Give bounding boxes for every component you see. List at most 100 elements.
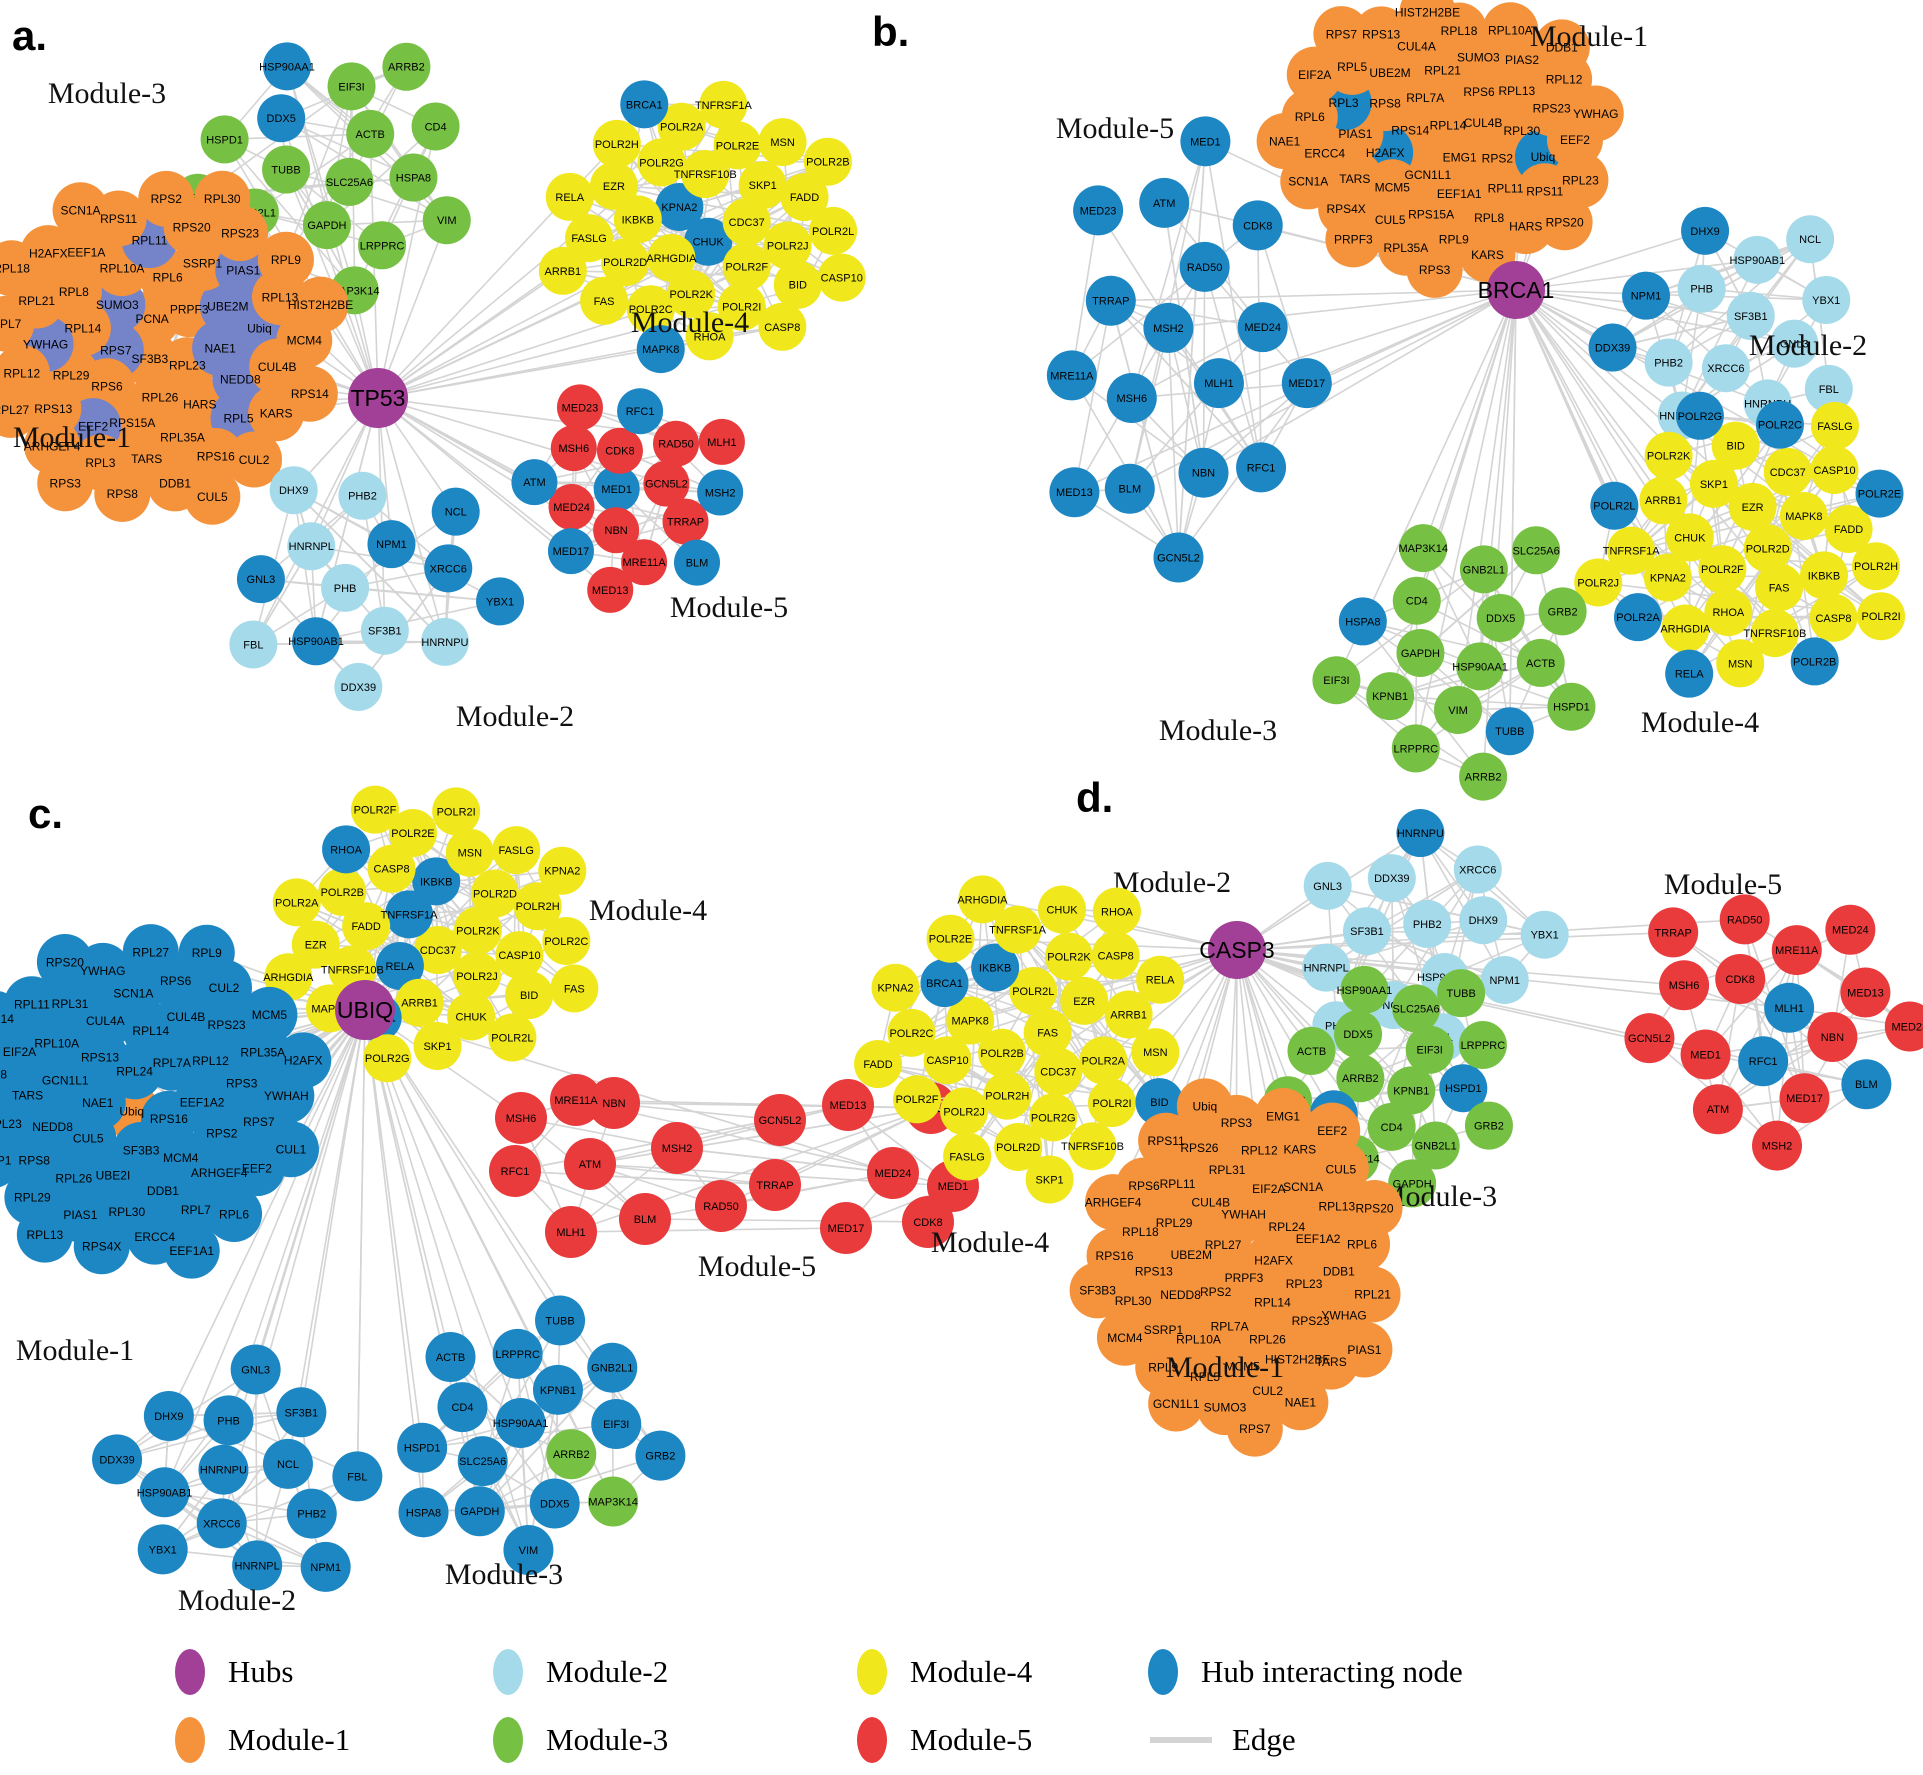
gene-node-RFC1[interactable] — [617, 388, 664, 435]
gene-node-ATM[interactable] — [511, 459, 558, 506]
gene-node-PHB[interactable] — [321, 563, 370, 612]
gene-node-HSPD1[interactable] — [397, 1422, 448, 1473]
gene-node-SF3B1[interactable] — [1726, 291, 1775, 340]
gene-node-POLR2J[interactable] — [763, 221, 812, 270]
gene-node-MED13[interactable] — [822, 1079, 874, 1131]
gene-node-ARHGDIA[interactable] — [1661, 604, 1710, 653]
gene-node-RPS20[interactable] — [1536, 194, 1593, 251]
gene-node-MED13[interactable] — [1049, 467, 1100, 518]
gene-node-POLR2F[interactable] — [1698, 545, 1747, 594]
gene-node-YBX1[interactable] — [1802, 275, 1851, 324]
gene-node-CASP8[interactable] — [1091, 931, 1140, 980]
gene-node-KPNB1[interactable] — [1387, 1066, 1436, 1115]
gene-node-KPNA2[interactable] — [655, 182, 704, 231]
gene-node-MED13[interactable] — [587, 566, 634, 613]
gene-node-FBL[interactable] — [229, 620, 278, 669]
gene-node-EIF3I[interactable] — [327, 62, 376, 111]
gene-node-MCM5[interactable] — [241, 986, 298, 1043]
gene-node-YBX1[interactable] — [137, 1524, 188, 1575]
gene-node-MED17[interactable] — [820, 1202, 872, 1254]
gene-node-POLR2I[interactable] — [432, 787, 481, 836]
gene-node-CD4[interactable] — [437, 1382, 488, 1433]
gene-node-DHX9[interactable] — [269, 466, 318, 515]
gene-node-CDK8[interactable] — [1715, 953, 1766, 1004]
gene-node-ACTB[interactable] — [346, 109, 395, 158]
gene-node-FAS[interactable] — [580, 276, 629, 325]
gene-node-RPL9[interactable] — [178, 924, 235, 981]
gene-node-HSPA8[interactable] — [398, 1487, 449, 1538]
gene-node-HIST2H2BE[interactable] — [1399, 0, 1456, 40]
gene-node-HSP90AA1[interactable] — [263, 42, 312, 91]
gene-node-FADD[interactable] — [854, 1040, 903, 1089]
gene-node-HNRNPU[interactable] — [1396, 809, 1445, 858]
gene-node-SLC25A6[interactable] — [457, 1436, 508, 1487]
gene-node-MED24[interactable] — [1237, 302, 1288, 353]
gene-node-FADD[interactable] — [780, 173, 829, 222]
gene-node-RPL9[interactable] — [257, 231, 314, 288]
gene-node-HSPA8[interactable] — [1338, 597, 1387, 646]
gene-node-MSH6[interactable] — [550, 425, 597, 472]
gene-node-FBL[interactable] — [1804, 364, 1853, 413]
gene-node-RPL27[interactable] — [122, 924, 179, 981]
gene-node-CD4[interactable] — [1367, 1102, 1416, 1151]
gene-node-MSN[interactable] — [1131, 1028, 1180, 1077]
gene-node-CHUK[interactable] — [1038, 885, 1087, 934]
gene-node-BRCA1[interactable] — [920, 959, 969, 1008]
gene-node-ARRB2[interactable] — [546, 1429, 597, 1480]
gene-node-GAPDH[interactable] — [1388, 1159, 1437, 1208]
gene-node-GNL3[interactable] — [1303, 861, 1352, 910]
gene-node-CASP8[interactable] — [367, 844, 416, 893]
gene-node-FASLG[interactable] — [1810, 401, 1859, 450]
gene-node-CHUK[interactable] — [447, 992, 496, 1041]
gene-node-ARRB1[interactable] — [395, 978, 444, 1027]
gene-node-MED23[interactable] — [1884, 1001, 1923, 1052]
gene-node-MCM4[interactable] — [1096, 1309, 1153, 1366]
gene-node-TRRAP[interactable] — [662, 498, 709, 545]
gene-node-MED17[interactable] — [1281, 358, 1332, 409]
gene-node-SF3B1[interactable] — [276, 1387, 327, 1438]
gene-node-EIF3I[interactable] — [1405, 1025, 1454, 1074]
gene-node-POLR2F[interactable] — [893, 1075, 942, 1124]
gene-node-RPS14[interactable] — [0, 991, 23, 1047]
gene-node-RHOA[interactable] — [1704, 588, 1753, 637]
gene-node-H2AFX[interactable] — [275, 1032, 332, 1089]
gene-node-ARRB2[interactable] — [1336, 1054, 1385, 1103]
gene-node-POLR2K[interactable] — [667, 269, 716, 318]
gene-node-ACTB[interactable] — [425, 1331, 476, 1382]
gene-node-VIM[interactable] — [503, 1524, 554, 1575]
gene-node-POLR2H[interactable] — [983, 1071, 1032, 1120]
gene-node-TUBB[interactable] — [535, 1295, 586, 1346]
gene-node-SSRP1[interactable] — [0, 1132, 20, 1188]
gene-node-DDX5[interactable] — [257, 94, 306, 143]
gene-node-MRE11A[interactable] — [1771, 925, 1822, 976]
gene-node-ATM[interactable] — [1692, 1084, 1743, 1135]
gene-node-RPL10A[interactable] — [1482, 2, 1539, 59]
gene-node-CASP10[interactable] — [1810, 445, 1859, 494]
gene-node-RPS7[interactable] — [1226, 1400, 1283, 1457]
gene-node-FASLG[interactable] — [492, 826, 541, 875]
gene-node-HSP90AA1[interactable] — [1456, 642, 1505, 691]
gene-node-RELA[interactable] — [545, 172, 594, 221]
gene-node-KPNA2[interactable] — [538, 846, 587, 895]
gene-node-EZR[interactable] — [589, 161, 638, 210]
gene-node-EMG1[interactable] — [1255, 1087, 1312, 1144]
gene-node-PHB2[interactable] — [1644, 338, 1693, 387]
gene-node-YWHAG[interactable] — [1567, 85, 1624, 142]
gene-node-POLR2J[interactable] — [940, 1087, 989, 1136]
gene-node-LRPPRC[interactable] — [358, 221, 407, 270]
gene-node-DHX9[interactable] — [1459, 896, 1508, 945]
gene-node-GRB2[interactable] — [1538, 587, 1587, 636]
gene-node-ARRB1[interactable] — [1639, 476, 1688, 525]
gene-node-POLR2F[interactable] — [350, 785, 399, 834]
gene-node-RPS13[interactable] — [1353, 6, 1410, 63]
gene-node-MSN[interactable] — [1716, 639, 1765, 688]
gene-node-RPS4X[interactable] — [73, 1218, 130, 1275]
gene-node-GNL3[interactable] — [236, 555, 285, 604]
gene-node-MAP3K14[interactable] — [1399, 524, 1448, 573]
gene-node-KPNA2[interactable] — [871, 963, 920, 1012]
gene-node-LRPPRC[interactable] — [1458, 1020, 1507, 1069]
gene-node-MSH6[interactable] — [495, 1092, 547, 1144]
gene-node-POLR2G[interactable] — [363, 1034, 412, 1083]
gene-node-POLR2L[interactable] — [1009, 967, 1058, 1016]
gene-node-SF3B3[interactable] — [1069, 1262, 1126, 1319]
